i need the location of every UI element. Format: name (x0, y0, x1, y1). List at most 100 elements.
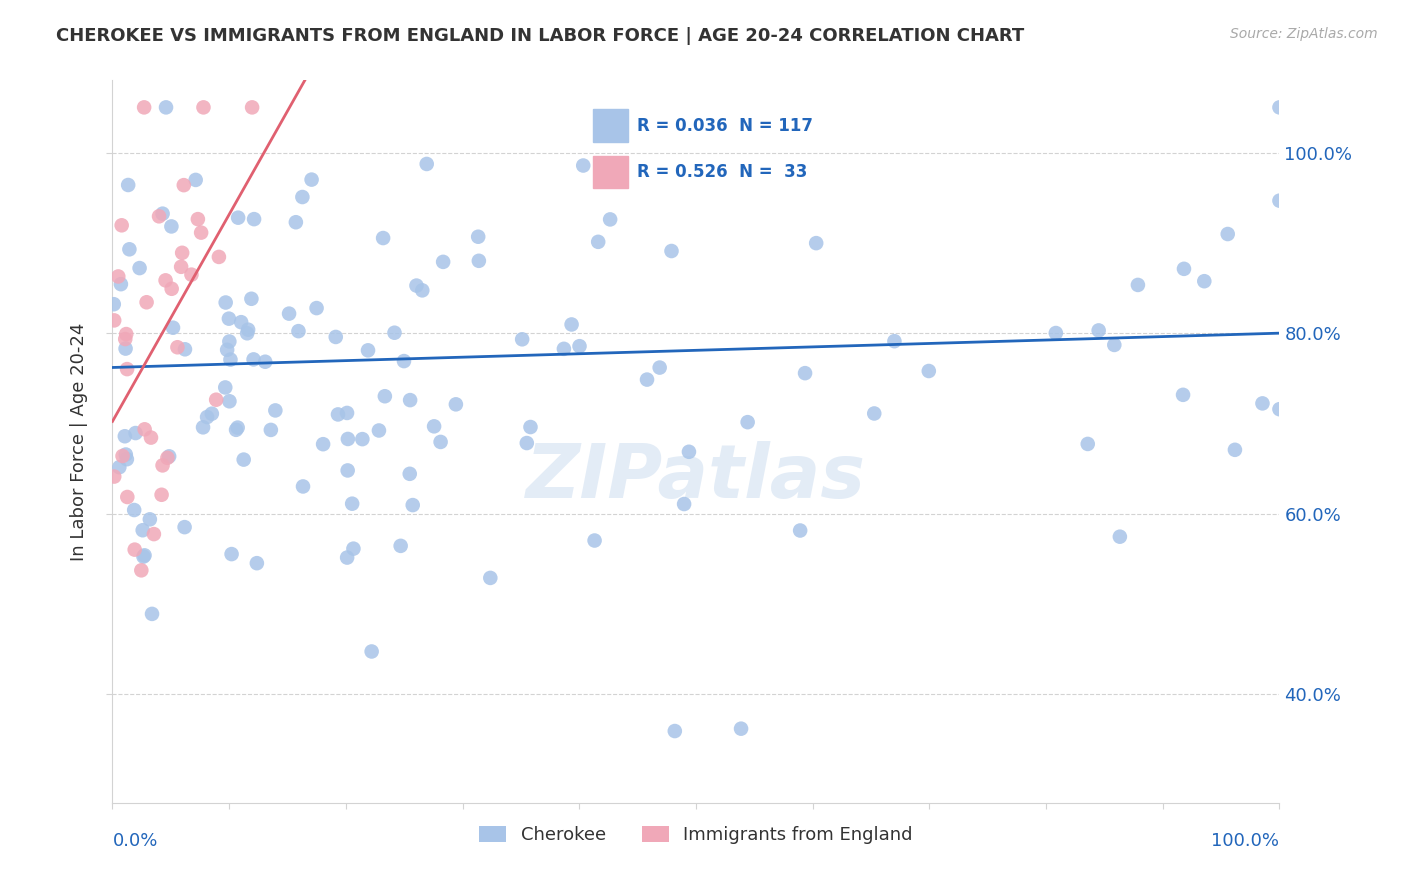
Point (648, 360, 671, 375)
Point (217, 343, 239, 357)
Point (236, 323, 259, 337)
Point (254, 355, 277, 369)
Point (191, 420, 214, 434)
Point (789, 524, 811, 538)
Point (134, 100, 156, 114)
Point (468, 253, 491, 268)
Point (117, 178, 139, 192)
Bar (593, 155, 627, 188)
Point (292, 479, 315, 493)
Point (284, 215, 307, 229)
Point (232, 452, 254, 467)
Point (398, 467, 420, 481)
Point (103, 297, 125, 311)
Point (108, 460, 131, 475)
Point (218, 311, 240, 326)
Point (240, 292, 263, 306)
Point (479, 571, 502, 585)
Point (405, 278, 427, 293)
Point (114, 332, 136, 346)
Point (231, 315, 253, 329)
Point (264, 403, 287, 417)
Point (110, 277, 132, 292)
Point (1251, 396, 1274, 410)
Text: CHEROKEE VS IMMIGRANTS FROM ENGLAND IN LABOR FORCE | AGE 20-24 CORRELATION CHART: CHEROKEE VS IMMIGRANTS FROM ENGLAND IN L… (56, 27, 1025, 45)
Point (336, 550, 359, 565)
Point (103, 469, 125, 483)
Point (215, 295, 238, 310)
Point (193, 100, 215, 114)
Point (389, 539, 412, 553)
Point (678, 444, 700, 458)
Point (240, 100, 263, 114)
Point (336, 406, 359, 420)
Point (432, 255, 454, 269)
Text: R = 0.036  N = 117: R = 0.036 N = 117 (637, 117, 813, 135)
Point (142, 527, 165, 541)
Point (157, 450, 180, 464)
Point (305, 301, 328, 315)
Point (360, 644, 382, 658)
Point (336, 463, 359, 477)
Point (166, 340, 188, 354)
Point (152, 207, 174, 221)
Point (246, 556, 269, 570)
Point (794, 366, 817, 380)
Point (205, 392, 228, 407)
Point (134, 549, 156, 563)
Point (103, 313, 125, 327)
Point (342, 541, 364, 556)
Point (1171, 388, 1194, 402)
Point (208, 250, 231, 264)
Point (111, 449, 134, 463)
Point (131, 523, 153, 537)
Point (586, 235, 609, 249)
Point (863, 407, 886, 421)
Point (260, 423, 283, 437)
Point (399, 393, 422, 408)
Point (162, 320, 184, 334)
Point (180, 268, 202, 282)
Point (236, 326, 259, 341)
Point (124, 542, 146, 557)
Point (883, 334, 905, 348)
Point (174, 343, 197, 357)
Text: R = 0.526  N =  33: R = 0.526 N = 33 (637, 163, 807, 181)
Point (225, 423, 247, 437)
Point (583, 533, 606, 548)
Point (510, 332, 533, 346)
Point (553, 342, 575, 356)
Point (114, 342, 136, 356)
Point (214, 380, 236, 394)
Point (132, 549, 155, 564)
Point (135, 295, 157, 310)
Point (737, 415, 759, 429)
Point (402, 498, 425, 512)
Point (336, 432, 359, 446)
Point (1216, 227, 1239, 241)
Point (291, 190, 314, 204)
Bar (593, 110, 627, 142)
Y-axis label: In Labor Force | Age 20-24: In Labor Force | Age 20-24 (70, 322, 89, 561)
Point (115, 452, 138, 467)
Point (114, 448, 136, 462)
Point (429, 434, 451, 449)
Point (243, 212, 266, 227)
Point (325, 330, 347, 344)
Point (190, 226, 212, 240)
Point (187, 212, 209, 227)
Point (141, 607, 163, 621)
Point (352, 432, 374, 446)
Point (392, 354, 415, 368)
Point (1223, 442, 1246, 457)
Point (172, 245, 194, 260)
Point (160, 282, 183, 296)
Point (1194, 274, 1216, 288)
Point (124, 425, 146, 440)
Point (201, 407, 224, 421)
Point (218, 334, 240, 349)
Text: Source: ZipAtlas.com: Source: ZipAtlas.com (1230, 27, 1378, 41)
Point (148, 210, 170, 224)
Point (423, 419, 446, 434)
Point (561, 318, 583, 332)
